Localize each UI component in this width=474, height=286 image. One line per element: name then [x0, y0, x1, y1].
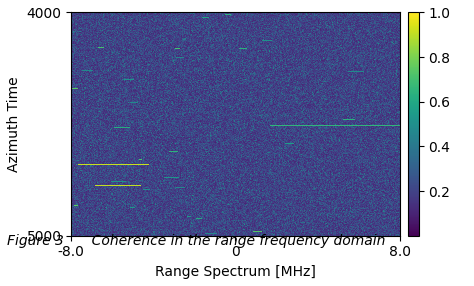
Text: Figure 3  Coherence in the range frequency domain: Figure 3 Coherence in the range frequenc…: [7, 234, 385, 248]
Y-axis label: Azimuth Time: Azimuth Time: [7, 76, 21, 172]
X-axis label: Range Spectrum [MHz]: Range Spectrum [MHz]: [155, 265, 316, 279]
